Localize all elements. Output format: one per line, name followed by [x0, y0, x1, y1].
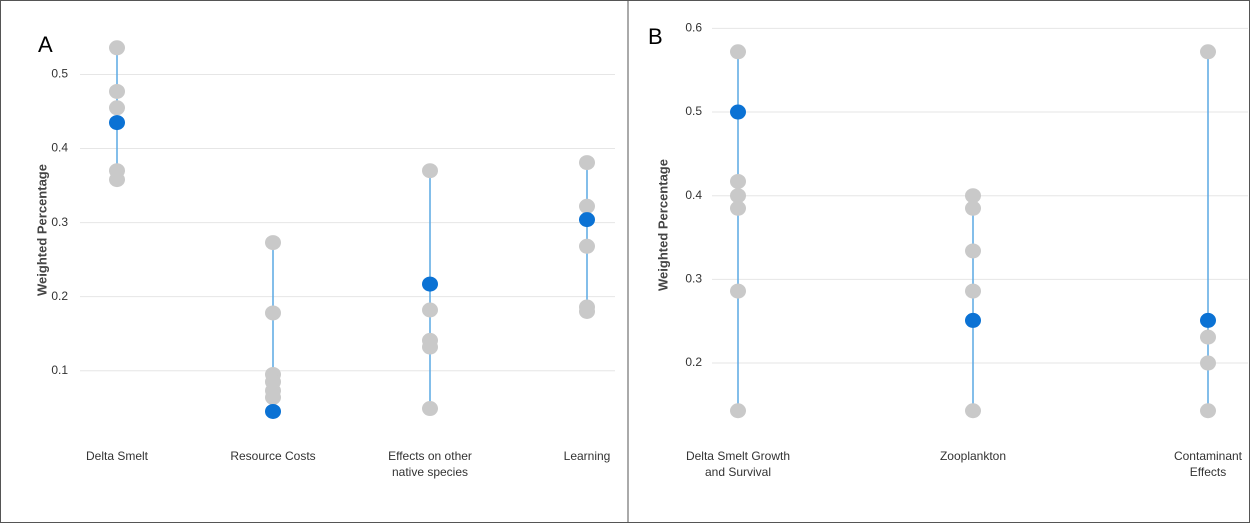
panel-label: B	[648, 24, 663, 49]
point	[579, 155, 595, 171]
x-tick-label: Delta Smelt	[85, 449, 149, 463]
highlight-point	[579, 212, 595, 228]
point	[422, 302, 438, 318]
y-axis-title: Weighted Percentage	[655, 159, 670, 291]
point	[109, 83, 125, 99]
x-tick-label: Learning	[563, 449, 611, 463]
point	[1200, 403, 1216, 419]
point	[965, 283, 981, 299]
highlight-point	[1200, 312, 1216, 328]
point	[422, 339, 438, 355]
y-tick-label: 0.2	[51, 289, 68, 303]
point	[265, 235, 281, 251]
point	[730, 173, 746, 189]
point	[579, 238, 595, 254]
point	[579, 303, 595, 319]
point	[109, 40, 125, 56]
y-tick-label: 0.6	[685, 21, 702, 35]
point	[422, 401, 438, 417]
point	[109, 172, 125, 188]
x-tick-label: Contaminant Effects	[1173, 449, 1243, 479]
point	[730, 44, 746, 60]
panel-label: A	[38, 32, 53, 57]
y-tick-label: 0.2	[685, 355, 702, 369]
y-tick-label: 0.4	[51, 141, 68, 155]
point	[730, 188, 746, 204]
x-tick-label: Effects on other native species	[388, 449, 472, 479]
point	[730, 403, 746, 419]
x-tick-label: Resource Costs	[230, 449, 316, 463]
point	[1200, 355, 1216, 371]
point	[965, 403, 981, 419]
point	[965, 200, 981, 216]
point	[579, 198, 595, 214]
highlight-point	[730, 104, 746, 120]
point	[265, 389, 281, 405]
y-tick-label: 0.4	[685, 188, 702, 202]
point	[265, 305, 281, 321]
highlight-point	[965, 312, 981, 328]
point	[1200, 44, 1216, 60]
point	[965, 188, 981, 204]
highlight-point	[265, 403, 281, 419]
y-tick-label: 0.5	[51, 67, 68, 81]
point	[1200, 329, 1216, 345]
x-tick-label: Zooplankton	[939, 449, 1007, 463]
point	[422, 163, 438, 179]
point	[109, 100, 125, 116]
point	[965, 243, 981, 259]
highlight-point	[422, 276, 438, 292]
y-tick-label: 0.5	[685, 104, 702, 118]
y-tick-label: 0.3	[685, 272, 702, 286]
point	[730, 200, 746, 216]
y-tick-label: 0.3	[51, 215, 68, 229]
point	[730, 283, 746, 299]
highlight-point	[109, 115, 125, 131]
y-tick-label: 0.1	[51, 363, 68, 377]
x-tick-label: Delta Smelt Growth and Survival	[685, 449, 791, 479]
y-axis-title: Weighted Percentage	[34, 164, 49, 296]
